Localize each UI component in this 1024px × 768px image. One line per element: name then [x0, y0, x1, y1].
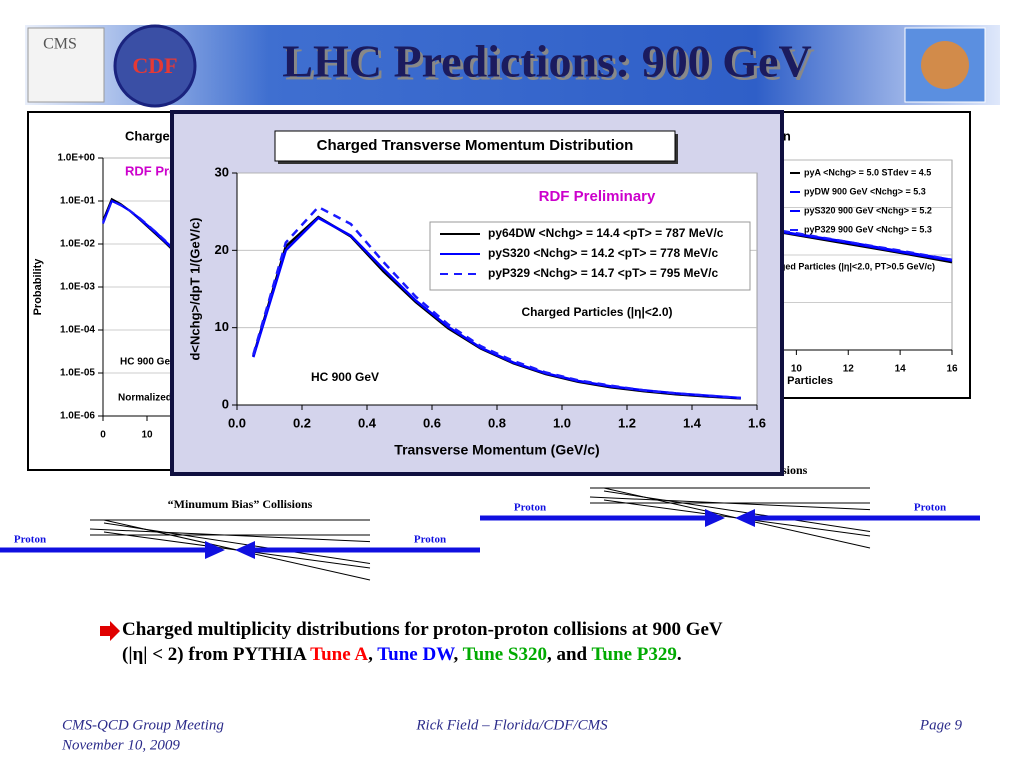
uf-logo-mark: [921, 41, 969, 89]
cms-logo: [27, 27, 105, 103]
x-tick-label: 1.4: [683, 415, 702, 430]
bullet-segment: Tune A: [310, 644, 368, 665]
legend-box: [429, 221, 751, 291]
legend-label: pyP329 900 GeV <Nchg> = 5.3: [804, 224, 932, 234]
y-tick-label: 1.0E-02: [60, 239, 95, 250]
y-tick-label: 1.0E+00: [57, 153, 95, 164]
legend-label: py64DW <Nchg> = 14.4 <pT> = 787 MeV/c: [488, 226, 724, 240]
particle-track: [103, 522, 371, 564]
x-tick-label: 1.0: [553, 415, 571, 430]
y-tick-label: 10: [215, 319, 229, 334]
charts: 1.0E-06 1.0E-05 1.0E-04 1.0E-03 1.0E-02 1.0E-…: [0, 110, 980, 581]
y-axis-label: Probability: [32, 258, 44, 316]
cdf-logo: [113, 24, 197, 108]
logo-text: CMS: [43, 36, 77, 53]
annotation: HC 900 GeV: [120, 357, 177, 368]
y-tick-label: 1.0E-04: [60, 325, 95, 336]
annotation: Charged Particles (|η|<2.0): [521, 305, 672, 319]
particle-track: [603, 490, 871, 532]
legend-label: pyDW 900 GeV <Nchg> = 5.3: [804, 186, 926, 196]
proton-label: Proton: [14, 534, 46, 546]
bullet-segment: Charged multiplicity distributions for p…: [122, 619, 723, 640]
x-tick-label: 0.4: [358, 415, 377, 430]
legend-label: pyA <Nchg> = 5.0 STdev = 4.5: [804, 167, 931, 177]
title-shadow: LHC Predictions: 900 GeV: [285, 39, 814, 90]
y-tick-label: 0: [222, 396, 229, 411]
y-tick-label: 1.0E-05: [60, 368, 95, 379]
bullet-segment: Tune S320: [463, 644, 547, 665]
footer-center: Rick Field – Florida/CDF/CMS: [415, 717, 608, 733]
x-tick-label: 0.0: [228, 415, 246, 430]
diagram-caption: “Minumum Bias” Collisions: [168, 497, 313, 511]
annotation: RDF Preliminary: [539, 188, 656, 205]
logo-text: CDF: [132, 53, 177, 78]
x-tick-label: 0.8: [488, 415, 506, 430]
x-tick-label: 12: [843, 364, 855, 375]
bullet-segment: Tune DW: [377, 644, 455, 665]
chart: 0 10 20 30 0.0 0.2 0.4 0.6 0.8 1.0 1.2 1.4 1.6 py64DW…: [170, 110, 784, 476]
bullet-segment: ,: [453, 644, 462, 665]
y-tick-label: 30: [215, 164, 229, 179]
x-tick-label: 1.6: [748, 415, 766, 430]
bullet-segment: Tune P329: [592, 644, 677, 665]
y-tick-label: 1.0E-03: [60, 282, 95, 293]
bullet-segment: , and: [547, 644, 592, 665]
x-tick-label: 1.2: [618, 415, 636, 430]
proton-head: [705, 509, 725, 527]
proton-head: [735, 509, 755, 527]
y-tick-label: 20: [215, 242, 229, 257]
x-tick-label: 14: [895, 364, 907, 375]
proton-label: Proton: [414, 534, 446, 546]
x-tick-label: 0.2: [293, 415, 311, 430]
x-axis-label: Transverse Momentum (GeV/c): [394, 442, 599, 458]
proton-head: [205, 541, 225, 559]
proton-label: Proton: [514, 502, 546, 514]
x-tick-label: 10: [141, 430, 153, 441]
diagrams: “Minumum Bias” CollisionsProtonProton“Mi…: [0, 463, 980, 581]
title-box: [274, 130, 676, 162]
y-tick-label: 1.0E-01: [60, 196, 95, 207]
annotation: Normalized to 1: [118, 393, 193, 404]
proton-label: Proton: [914, 502, 946, 514]
legend-label: pyP329 <Nchg> = 14.7 <pT> = 795 MeV/c: [488, 266, 718, 280]
legend-label: pyS320 900 GeV <Nchg> = 5.2: [804, 205, 932, 215]
bullet-segment: ,: [368, 644, 377, 665]
footer-right: Page 9: [919, 717, 963, 733]
bullet-line: (|η| < 2) from PYTHIA Tune A, Tune DW, T…: [122, 644, 682, 665]
footer-left: CMS-QCD Group Meeting: [62, 717, 224, 733]
annotation: Charged Particles (|η|<2.0, PT>0.5 GeV/c…: [759, 261, 935, 271]
bullet-segment: .: [677, 644, 682, 665]
footer-left: November 10, 2009: [61, 737, 180, 753]
annotation: HC 900 GeV: [311, 370, 379, 384]
bullet-segment: (|η| < 2) from PYTHIA: [122, 644, 310, 665]
y-tick-label: 1.0E-06: [60, 411, 95, 422]
legend-label: pyS320 <Nchg> = 14.2 <pT> = 778 MeV/c: [488, 246, 718, 260]
proton-head: [235, 541, 255, 559]
x-tick-label: 10: [791, 364, 803, 375]
x-tick-label: 0.6: [423, 415, 441, 430]
x-tick-label: 16: [946, 364, 958, 375]
title: LHC Predictions: 900 GeV: [282, 36, 811, 87]
bullet-arrow: [100, 621, 120, 641]
chart-title: Charged Transverse Momentum Distribution: [317, 137, 634, 154]
bullet-line: Charged multiplicity distributions for p…: [122, 619, 723, 640]
x-tick-label: 0: [100, 430, 106, 441]
series-line: [252, 205, 741, 400]
y-axis-label: d<Nchg>/dpT 1/(GeV/c): [187, 217, 202, 360]
